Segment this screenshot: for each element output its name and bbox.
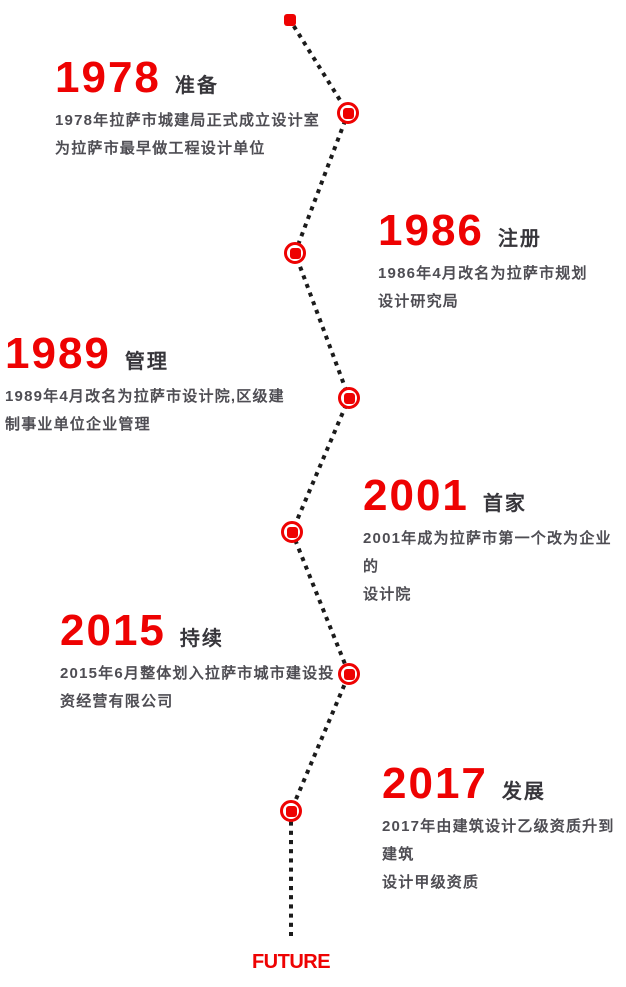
- entry-description-line1: 2015年6月整体划入拉萨市城市建设投: [60, 665, 335, 682]
- future-label: FUTURE: [251, 951, 331, 973]
- timeline-entry-2017: 2017 发展 2017年由建筑设计乙级资质升到建筑 设计甲级资质: [382, 762, 626, 897]
- timeline-start-dot-icon: [284, 14, 296, 26]
- timeline-entry-1978: 1978 准备 1978年拉萨市城建局正式成立设计室 为拉萨市最早做工程设计单位: [55, 56, 320, 163]
- entry-description: 1989年4月改名为拉萨市设计院,区级建 制事业单位企业管理: [5, 383, 285, 439]
- entry-stage-label: 准备: [174, 75, 219, 97]
- entry-description-line2: 设计院: [363, 586, 412, 603]
- node-inner-dot-icon: [289, 247, 301, 259]
- entry-header: 2017 发展: [382, 762, 626, 806]
- entry-description-line2: 为拉萨市最早做工程设计单位: [55, 140, 266, 157]
- entry-year: 1978: [55, 53, 161, 102]
- node-inner-dot-icon: [343, 392, 355, 404]
- entry-description-line2: 制事业单位企业管理: [5, 416, 151, 433]
- entry-stage-label: 持续: [179, 628, 224, 650]
- node-inner-dot-icon: [343, 668, 355, 680]
- timeline-node-1978-icon: [337, 102, 359, 124]
- entry-description-line1: 2001年成为拉萨市第一个改为企业的: [363, 530, 612, 575]
- entry-description: 1986年4月改名为拉萨市规划 设计研究局: [378, 260, 588, 316]
- entry-year: 2015: [60, 606, 166, 655]
- entry-description-line1: 2017年由建筑设计乙级资质升到建筑: [382, 818, 615, 863]
- entry-year: 1986: [378, 206, 484, 255]
- entry-description: 2001年成为拉萨市第一个改为企业的 设计院: [363, 525, 626, 609]
- entry-description: 2015年6月整体划入拉萨市城市建设投 资经营有限公司: [60, 660, 335, 716]
- entry-year: 2017: [382, 759, 488, 808]
- timeline-node-2015-icon: [338, 663, 360, 685]
- entry-stage-label: 首家: [482, 493, 527, 515]
- entry-header: 2015 持续: [60, 609, 335, 653]
- entry-description-line1: 1989年4月改名为拉萨市设计院,区级建: [5, 388, 285, 405]
- timeline-node-2017-icon: [280, 800, 302, 822]
- timeline-entry-2001: 2001 首家 2001年成为拉萨市第一个改为企业的 设计院: [363, 474, 626, 609]
- entry-header: 2001 首家: [363, 474, 626, 518]
- entry-header: 1978 准备: [55, 56, 320, 100]
- entry-description-line2: 设计甲级资质: [382, 874, 480, 891]
- timeline-entry-2015: 2015 持续 2015年6月整体划入拉萨市城市建设投 资经营有限公司: [60, 609, 335, 716]
- entry-header: 1986 注册: [378, 209, 588, 253]
- timeline-entry-1989: 1989 管理 1989年4月改名为拉萨市设计院,区级建 制事业单位企业管理: [5, 332, 285, 439]
- entry-year: 1989: [5, 329, 111, 378]
- entry-description-line1: 1978年拉萨市城建局正式成立设计室: [55, 112, 320, 129]
- entry-stage-label: 注册: [497, 228, 542, 250]
- entry-year: 2001: [363, 471, 469, 520]
- entry-description: 2017年由建筑设计乙级资质升到建筑 设计甲级资质: [382, 813, 626, 897]
- node-inner-dot-icon: [286, 526, 298, 538]
- timeline-entry-1986: 1986 注册 1986年4月改名为拉萨市规划 设计研究局: [378, 209, 588, 316]
- timeline-node-2001-icon: [281, 521, 303, 543]
- entry-description: 1978年拉萨市城建局正式成立设计室 为拉萨市最早做工程设计单位: [55, 107, 320, 163]
- entry-stage-label: 管理: [124, 351, 169, 373]
- zigzag-dotted-line: [287, 17, 352, 936]
- node-inner-dot-icon: [285, 805, 297, 817]
- node-inner-dot-icon: [342, 107, 354, 119]
- entry-description-line2: 设计研究局: [378, 293, 460, 310]
- entry-description-line1: 1986年4月改名为拉萨市规划: [378, 265, 588, 282]
- timeline-node-1986-icon: [284, 242, 306, 264]
- entry-header: 1989 管理: [5, 332, 285, 376]
- timeline-node-1989-icon: [338, 387, 360, 409]
- entry-description-line2: 资经营有限公司: [60, 693, 174, 710]
- entry-stage-label: 发展: [501, 781, 546, 803]
